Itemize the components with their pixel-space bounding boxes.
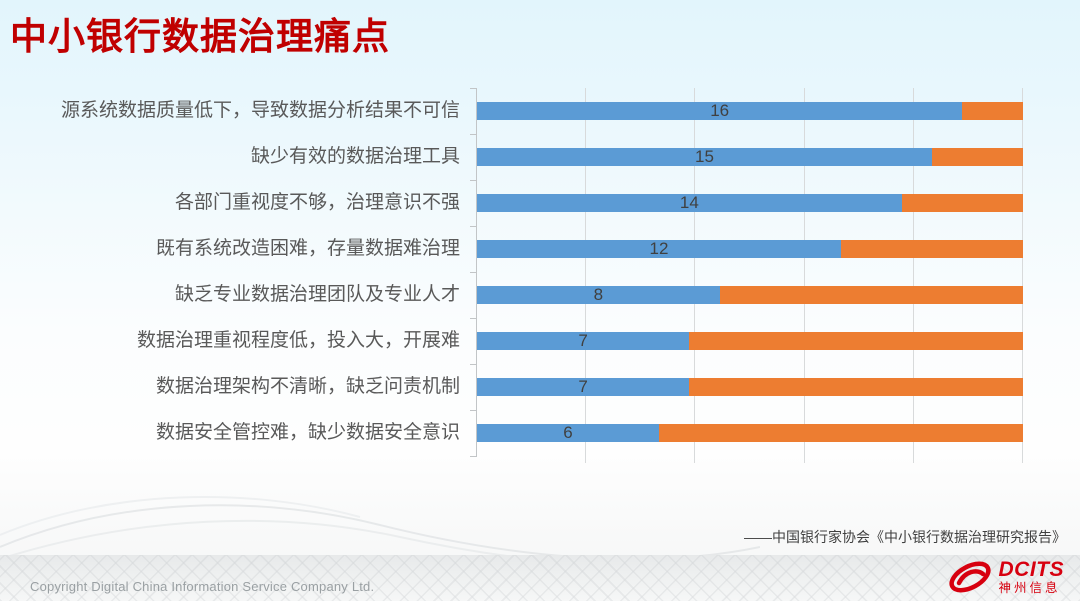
category-label: 各部门重视度不够，治理意识不强 [174,192,460,213]
axis-tick [470,456,477,457]
bar-blue-segment: 14 [477,194,902,212]
logo-swirl-icon [948,561,991,593]
bar-blue-segment: 7 [477,377,690,396]
gridline [912,88,914,463]
cube-texture [0,555,1080,601]
bar-blue-segment: 12 [477,240,841,258]
bar-row: 8 [477,286,1023,304]
bar-row: 7 [477,332,1023,350]
category-label: 数据治理重视程度低，投入大，开展难 [136,330,460,351]
bar-orange-segment [932,148,1023,166]
bar-blue-segment: 16 [477,101,963,120]
axis-tick [470,180,477,181]
footer-bar: Copyright Digital China Information Serv… [0,555,1080,601]
bar-orange-segment [659,424,1023,442]
category-label: 既有系统改造困难，存量数据难治理 [155,238,460,259]
axis-tick [470,364,477,365]
bar-blue-segment: 15 [477,148,932,166]
gridline [1022,88,1023,463]
axis-tick [470,318,477,319]
bar-value-label: 7 [578,377,588,396]
gridline [803,88,805,463]
category-label: 源系统数据质量低下，导致数据分析结果不可信 [60,100,460,121]
category-label: 数据安全管控难，缺少数据安全意识 [155,422,460,443]
bar-row: 15 [477,148,1023,166]
axis-tick [470,226,477,227]
category-label: 数据治理架构不清晰，缺乏问责机制 [155,376,460,397]
bar-value-label: 8 [593,285,604,304]
logo-wordmark-group: DCITS 神州信息 [999,559,1065,595]
bar-blue-segment: 6 [477,424,659,442]
dcits-logo: DCITS 神州信息 [947,558,1065,596]
category-label: 缺乏专业数据治理团队及专业人才 [174,284,460,305]
bar-orange-segment [841,240,1023,258]
gridline [585,88,587,463]
bar-value-label: 15 [695,147,714,166]
category-labels: 源系统数据质量低下，导致数据分析结果不可信缺少有效的数据治理工具各部门重视度不够… [0,88,460,456]
bar-orange-segment [689,332,1023,350]
logo-subtext: 神州信息 [998,581,1061,596]
wave-decoration [0,496,760,567]
gridline [694,88,696,463]
bar-value-label: 16 [710,101,730,120]
axis-tick [470,88,477,89]
bar-row: 6 [477,424,1023,442]
chart-plot-area: 16 15 14 12 8 7 7 6 [470,88,1023,463]
bar-orange-segment [689,378,1023,396]
copyright-text: Copyright Digital China Information Serv… [30,579,375,594]
bar-value-label: 12 [649,239,669,258]
bar-value-label: 14 [679,193,699,212]
slide-title: 中小银行数据治理痛点 [10,16,390,57]
source-citation: ——中国银行家协会《中小银行数据治理研究报告》 [744,529,1066,545]
axis-tick [470,272,477,273]
logo-wordmark: DCITS [998,558,1064,582]
axis-tick [470,134,477,135]
bar-row: 7 [477,378,1023,396]
category-label: 缺少有效的数据治理工具 [250,146,460,167]
bar-orange-segment [901,194,1023,212]
axis-tick [470,410,477,411]
bar-blue-segment: 7 [477,331,690,350]
bar-value-label: 6 [563,423,573,442]
bar-row: 16 [477,102,1023,120]
bar-row: 14 [477,194,1023,212]
bar-row: 12 [477,240,1023,258]
bar-orange-segment [719,286,1023,304]
bar-value-label: 7 [578,331,588,350]
bar-blue-segment: 8 [477,286,720,304]
bar-orange-segment [962,102,1023,120]
